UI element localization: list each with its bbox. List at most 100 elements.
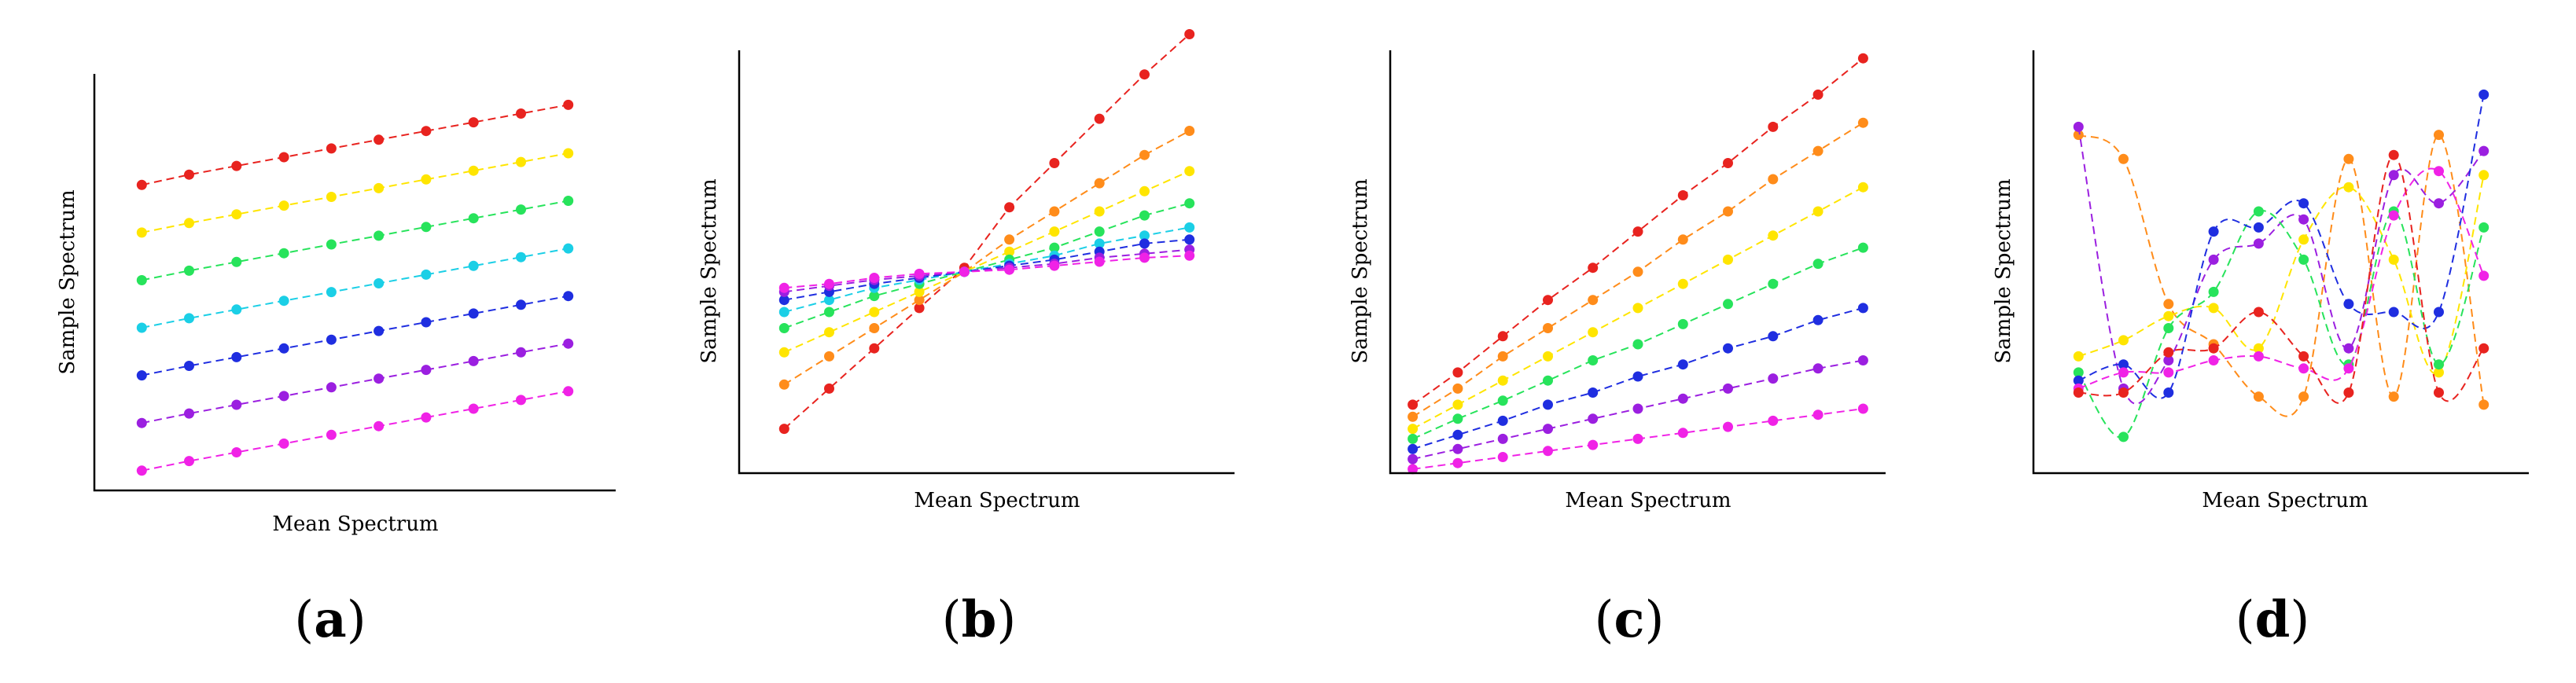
panel-b-letter: b (962, 590, 997, 649)
panel-b-point-red-9 (1139, 69, 1150, 80)
panel-c-point-magenta-3 (1497, 452, 1508, 462)
panel-c-point-magenta-8 (1723, 421, 1733, 432)
panel-c-point-red-7 (1677, 190, 1688, 200)
panel-c-point-magenta-5 (1588, 439, 1599, 450)
panel-a-point-magenta-7 (421, 412, 432, 423)
panel-d-point-green-10 (2478, 222, 2490, 233)
panel-d-point-yellow-2 (2118, 335, 2129, 346)
panel-d-point-orange-8 (2388, 391, 2399, 402)
panel-d-series-blue-line (2077, 94, 2485, 399)
panel-a-point-magenta-5 (326, 429, 337, 440)
panel-b-point-yellow-4 (914, 286, 925, 297)
panel-d-point-red-1 (2073, 387, 2084, 398)
panel-a-point-blue-7 (421, 317, 432, 328)
panel-c-point-yellow-3 (1497, 375, 1508, 386)
panel-d-point-magenta-6 (2298, 363, 2309, 374)
panel-a-point-magenta-1 (136, 465, 147, 476)
panel-b-point-orange-7 (1049, 206, 1060, 217)
panel-c-point-red-3 (1497, 331, 1508, 342)
panel-d-point-orange-3 (2163, 299, 2174, 310)
panel-c-point-purple-10 (1812, 363, 1823, 374)
panel-d-point-orange-9 (2434, 130, 2444, 141)
panel-c-point-red-11 (1857, 53, 1868, 64)
panel-b-axes (738, 50, 1235, 475)
panel-a-point-blue-4 (278, 343, 289, 354)
panel-c-point-magenta-9 (1768, 415, 1779, 426)
panel-b-point-cyan-1 (778, 307, 789, 318)
panel-b-series-red-line (783, 33, 1190, 430)
panel-b-point-magenta-1 (778, 282, 789, 293)
panel-b-point-blue-1 (778, 295, 789, 306)
panel-b-point-orange-10 (1184, 126, 1195, 136)
panel-b-point-magenta-2 (824, 278, 834, 289)
panel-b-point-blue-10 (1184, 234, 1195, 245)
panel-a-point-blue-2 (184, 361, 194, 371)
panel-a-point-green-7 (421, 222, 432, 233)
panel-c-point-green-9 (1768, 278, 1779, 289)
panel-a-point-cyan-5 (326, 287, 337, 298)
panel-d-point-green-3 (2163, 323, 2174, 333)
panel-d-point-magenta-10 (2478, 270, 2490, 281)
panel-b-series-yellow-line (783, 170, 1190, 354)
panel-b-point-cyan-2 (824, 295, 834, 306)
panel-a-point-green-6 (374, 230, 385, 241)
panel-b-point-red-2 (824, 383, 834, 394)
panel-b-point-orange-2 (824, 351, 834, 362)
panel-a-point-green-4 (278, 248, 289, 259)
panel-c-point-purple-6 (1632, 403, 1643, 414)
panel-d-point-yellow-3 (2163, 310, 2174, 321)
panel-d-point-green-1 (2073, 367, 2084, 378)
panel-d-series-green-line (2077, 210, 2485, 439)
panel-a-series-purple-line (142, 343, 569, 424)
panel-d-point-green-5 (2253, 206, 2264, 217)
panel-b-series-cyan-line (784, 226, 1190, 313)
panel-b-point-orange-3 (869, 323, 880, 333)
panel-a-point-purple-9 (516, 347, 526, 358)
panel-d-point-orange-6 (2298, 391, 2309, 402)
panel-d-point-green-4 (2208, 286, 2219, 297)
panel-b-point-red-8 (1094, 113, 1105, 124)
panel-d-point-blue-7 (2343, 299, 2354, 310)
panel-a-point-blue-8 (468, 308, 479, 319)
panel-a-point-green-8 (468, 213, 479, 224)
panel-c-point-green-11 (1857, 242, 1868, 253)
panel-d-point-yellow-9 (2434, 367, 2444, 378)
panel-a-point-purple-5 (326, 382, 337, 393)
panel-a-point-yellow-6 (374, 182, 385, 193)
panel-c-point-orange-5 (1588, 295, 1599, 306)
panel-a-point-purple-6 (374, 373, 385, 384)
panel-a-point-cyan-4 (278, 296, 289, 307)
panel-b-point-yellow-7 (1049, 226, 1060, 237)
panel-b: Sample Spectrum Mean Spectrum (b) (697, 29, 1235, 649)
panel-b-point-orange-8 (1094, 178, 1105, 189)
panel-c-point-red-5 (1588, 263, 1599, 274)
panel-d-point-yellow-8 (2388, 254, 2399, 265)
panel-a-point-green-3 (231, 256, 242, 267)
panel-a-point-magenta-9 (516, 395, 526, 406)
panel-b-point-magenta-6 (1004, 264, 1015, 275)
panel-d-point-red-2 (2118, 387, 2129, 398)
panel-d-point-blue-3 (2163, 387, 2174, 398)
panel-a-point-red-6 (374, 134, 385, 145)
panel-b-point-magenta-4 (914, 268, 925, 279)
panel-b-point-yellow-8 (1094, 206, 1105, 217)
panel-d-point-blue-2 (2118, 359, 2129, 370)
panel-a-point-purple-1 (136, 417, 147, 428)
panel-a-point-blue-3 (231, 351, 242, 362)
panel-b-point-yellow-9 (1139, 185, 1150, 196)
panel-a-letter: a (314, 590, 346, 649)
panel-a-point-purple-8 (468, 355, 479, 366)
panel-a-point-blue-5 (326, 334, 337, 345)
panel-b-point-magenta-8 (1094, 256, 1105, 267)
panel-b-series-blue-line (784, 238, 1190, 301)
panel-d-series-orange-line (2077, 134, 2485, 417)
panel-c-point-blue-1 (1408, 443, 1419, 454)
panel-d-point-yellow-10 (2478, 170, 2490, 181)
panel-d-point-magenta-3 (2163, 367, 2174, 378)
panel-c-point-purple-2 (1452, 443, 1463, 454)
panel-a-point-yellow-4 (278, 200, 289, 211)
panel-b-point-yellow-6 (1004, 246, 1015, 257)
panel-c-point-green-3 (1497, 395, 1508, 406)
panel-d: Sample Spectrum Mean Spectrum (d) (1992, 50, 2529, 649)
